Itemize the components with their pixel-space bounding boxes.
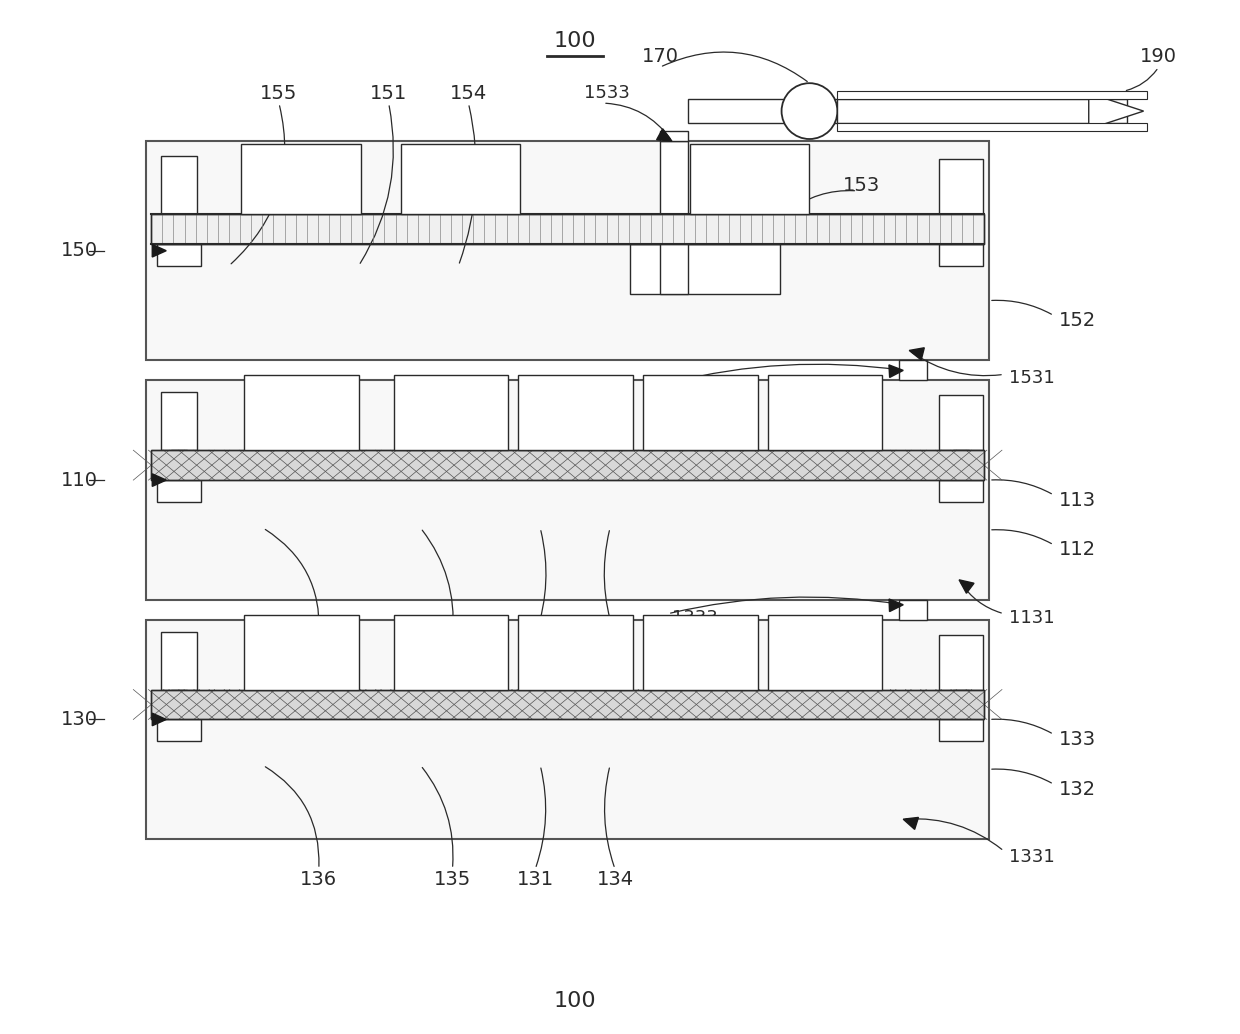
Bar bbox=[151, 214, 985, 244]
Bar bbox=[157, 720, 201, 741]
Bar bbox=[157, 244, 201, 266]
Text: 150: 150 bbox=[61, 241, 98, 261]
Text: 130: 130 bbox=[61, 710, 98, 729]
Bar bbox=[768, 375, 883, 450]
Bar bbox=[688, 99, 957, 123]
Polygon shape bbox=[909, 347, 924, 360]
Bar bbox=[151, 214, 985, 244]
Bar bbox=[660, 141, 688, 294]
Text: 1531: 1531 bbox=[1009, 369, 1055, 388]
Text: 153: 153 bbox=[843, 177, 880, 195]
Bar bbox=[161, 632, 197, 690]
Bar bbox=[630, 244, 780, 294]
Text: 133: 133 bbox=[1059, 730, 1096, 749]
Polygon shape bbox=[889, 599, 903, 611]
Text: 1133: 1133 bbox=[672, 379, 718, 397]
Text: 132: 132 bbox=[1059, 780, 1096, 799]
Text: 155: 155 bbox=[260, 84, 298, 102]
Bar bbox=[939, 480, 983, 503]
Text: 100: 100 bbox=[554, 991, 596, 1010]
Polygon shape bbox=[153, 474, 166, 486]
Circle shape bbox=[781, 83, 837, 139]
Bar bbox=[171, 214, 187, 242]
Bar bbox=[660, 131, 688, 141]
Text: 116: 116 bbox=[300, 635, 337, 655]
Bar bbox=[518, 615, 632, 690]
Bar bbox=[954, 214, 968, 242]
Bar bbox=[244, 375, 358, 450]
Bar bbox=[518, 375, 632, 450]
Polygon shape bbox=[153, 244, 166, 257]
Text: 112: 112 bbox=[1059, 541, 1096, 559]
Polygon shape bbox=[959, 580, 973, 594]
Text: 151: 151 bbox=[370, 84, 407, 102]
Bar bbox=[146, 619, 990, 840]
Bar bbox=[939, 244, 983, 266]
Bar bbox=[939, 159, 983, 214]
Text: 1131: 1131 bbox=[1009, 609, 1054, 627]
Polygon shape bbox=[1089, 93, 1143, 129]
Bar bbox=[899, 600, 928, 619]
Text: 111: 111 bbox=[517, 635, 554, 655]
Bar bbox=[171, 450, 187, 478]
Bar bbox=[939, 635, 983, 690]
Bar bbox=[244, 615, 358, 690]
Bar bbox=[401, 144, 521, 214]
Text: 170: 170 bbox=[641, 47, 678, 66]
Text: 1333: 1333 bbox=[672, 609, 718, 627]
Bar bbox=[151, 450, 985, 480]
Text: 135: 135 bbox=[434, 870, 471, 888]
Polygon shape bbox=[153, 713, 166, 726]
Text: 113: 113 bbox=[1059, 490, 1096, 510]
Bar bbox=[939, 720, 983, 741]
Bar bbox=[157, 480, 201, 503]
Bar bbox=[837, 123, 1147, 131]
Bar bbox=[146, 381, 990, 600]
Bar bbox=[899, 361, 928, 381]
Text: 152: 152 bbox=[1059, 311, 1096, 330]
Bar bbox=[151, 450, 985, 480]
Bar bbox=[393, 375, 508, 450]
Text: 100: 100 bbox=[554, 31, 596, 52]
Text: 115: 115 bbox=[434, 635, 471, 655]
Bar bbox=[161, 156, 197, 214]
Text: 110: 110 bbox=[61, 470, 98, 490]
Bar bbox=[171, 690, 187, 718]
Bar bbox=[151, 690, 985, 720]
Text: 131: 131 bbox=[517, 870, 554, 888]
Polygon shape bbox=[657, 129, 672, 141]
Bar bbox=[768, 615, 883, 690]
Text: 1533: 1533 bbox=[584, 84, 630, 102]
Text: 1331: 1331 bbox=[1009, 848, 1055, 866]
Text: 114: 114 bbox=[596, 635, 634, 655]
Bar bbox=[954, 450, 968, 478]
Polygon shape bbox=[889, 365, 903, 377]
Bar bbox=[241, 144, 361, 214]
Bar bbox=[837, 99, 1127, 123]
Bar bbox=[837, 91, 1147, 99]
Bar bbox=[642, 375, 758, 450]
Text: 136: 136 bbox=[300, 870, 337, 888]
Bar bbox=[151, 690, 985, 720]
Bar bbox=[689, 144, 810, 214]
Bar bbox=[642, 615, 758, 690]
Text: 154: 154 bbox=[450, 84, 487, 102]
Bar bbox=[161, 392, 197, 450]
Text: 190: 190 bbox=[1140, 47, 1177, 66]
Text: 134: 134 bbox=[596, 870, 634, 888]
Bar bbox=[954, 690, 968, 718]
Bar bbox=[393, 615, 508, 690]
Polygon shape bbox=[903, 818, 919, 829]
Bar bbox=[939, 395, 983, 450]
Bar bbox=[146, 141, 990, 361]
